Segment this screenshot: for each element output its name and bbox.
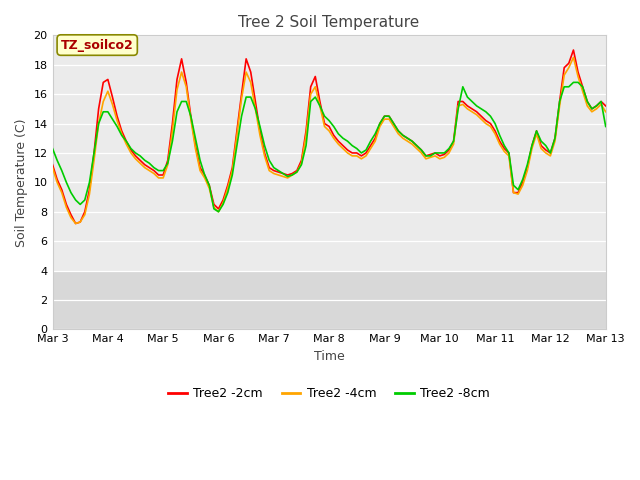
Line: Tree2 -2cm: Tree2 -2cm xyxy=(52,50,605,224)
Tree2 -8cm xyxy=(214,209,222,215)
Tree2 -8cm xyxy=(602,124,609,130)
Tree2 -2cm xyxy=(182,80,190,85)
Tree2 -2cm xyxy=(574,69,582,75)
Tree2 -8cm xyxy=(49,145,56,151)
Tree2 -4cm xyxy=(289,172,296,178)
Tree2 -4cm xyxy=(72,221,79,227)
Tree2 -4cm xyxy=(570,55,577,60)
Line: Tree2 -8cm: Tree2 -8cm xyxy=(52,83,605,212)
Tree2 -8cm xyxy=(574,80,582,85)
Tree2 -4cm xyxy=(427,155,435,160)
Tree2 -2cm xyxy=(570,47,577,53)
Legend: Tree2 -2cm, Tree2 -4cm, Tree2 -8cm: Tree2 -2cm, Tree2 -4cm, Tree2 -8cm xyxy=(163,383,495,406)
Tree2 -4cm xyxy=(399,135,406,141)
Tree2 -2cm xyxy=(602,103,609,109)
Title: Tree 2 Soil Temperature: Tree 2 Soil Temperature xyxy=(239,15,420,30)
Y-axis label: Soil Temperature (C): Soil Temperature (C) xyxy=(15,118,28,247)
Tree2 -2cm xyxy=(399,132,406,138)
Tree2 -4cm xyxy=(602,109,609,115)
Tree2 -4cm xyxy=(109,102,116,108)
Tree2 -4cm xyxy=(182,84,190,90)
Bar xyxy=(52,271,605,329)
Tree2 -8cm xyxy=(399,132,406,138)
Tree2 -8cm xyxy=(104,109,112,115)
Tree2 -8cm xyxy=(570,80,577,85)
Tree2 -8cm xyxy=(178,98,186,104)
Tree2 -4cm xyxy=(574,73,582,79)
Tree2 -2cm xyxy=(427,152,435,157)
Tree2 -2cm xyxy=(289,171,296,177)
Tree2 -4cm xyxy=(49,165,56,170)
Tree2 -8cm xyxy=(289,172,296,178)
Text: TZ_soilco2: TZ_soilco2 xyxy=(61,38,134,51)
Tree2 -2cm xyxy=(109,94,116,100)
X-axis label: Time: Time xyxy=(314,350,344,363)
Tree2 -2cm xyxy=(49,162,56,168)
Line: Tree2 -4cm: Tree2 -4cm xyxy=(52,58,605,224)
Tree2 -8cm xyxy=(427,153,435,159)
Tree2 -2cm xyxy=(72,221,79,227)
